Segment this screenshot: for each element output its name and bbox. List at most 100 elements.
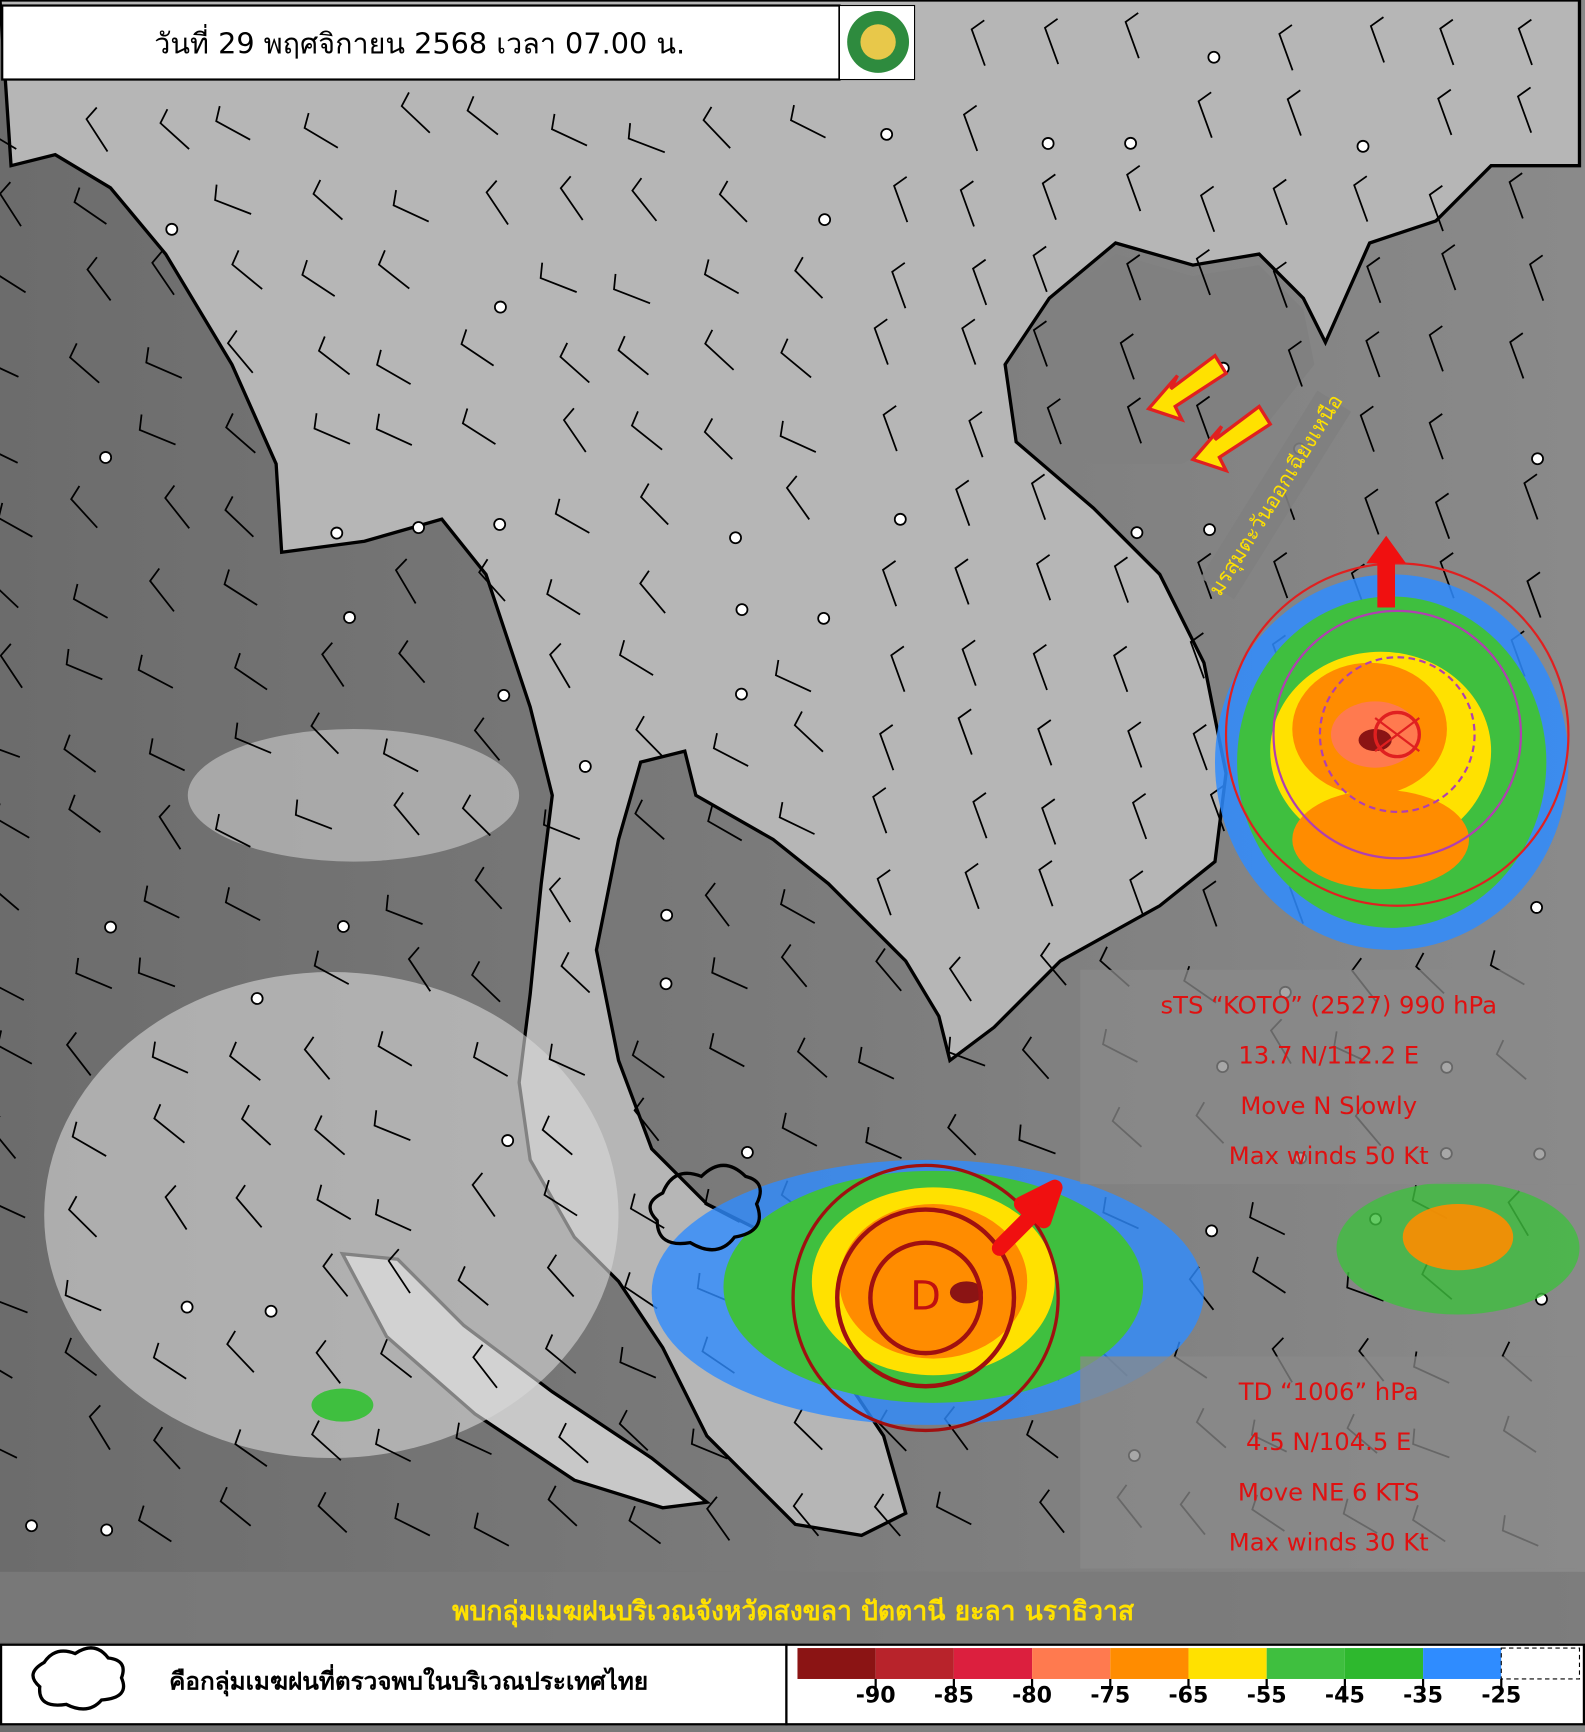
wind-barb — [1129, 870, 1145, 917]
wind-barb — [1202, 880, 1218, 927]
wind-barb — [472, 1344, 498, 1389]
wind-barb — [1192, 724, 1208, 771]
calm-wind — [494, 300, 507, 314]
wind-barb — [1272, 261, 1288, 308]
wind-barb — [893, 176, 909, 223]
wind-barb — [151, 1041, 189, 1074]
wind-barb — [1278, 24, 1294, 71]
scale-segment — [953, 1648, 1033, 1679]
wind-barb — [301, 259, 336, 297]
wind-barb — [541, 1115, 573, 1156]
wind-barb — [955, 479, 971, 526]
wind-barb — [1119, 333, 1135, 380]
calm-wind — [100, 1523, 114, 1537]
wind-barb — [148, 567, 175, 612]
wind-barb — [690, 1428, 728, 1460]
wind-barb — [393, 791, 420, 836]
wind-barb — [785, 475, 810, 520]
wind-barb — [457, 1265, 489, 1306]
wind-barb — [377, 1030, 413, 1067]
wind-barb — [466, 95, 499, 136]
calm-wind — [343, 611, 356, 624]
wind-barb — [554, 498, 590, 534]
wind-barb — [709, 1033, 745, 1068]
wind-barb — [703, 418, 733, 460]
wind-barb — [789, 104, 826, 139]
wind-barb — [394, 1502, 431, 1537]
wind-barb — [858, 1046, 895, 1080]
wind-barb — [67, 1195, 98, 1238]
wind-barb — [145, 347, 183, 379]
wind-barb — [1030, 473, 1047, 520]
wind-barb — [881, 560, 898, 607]
logo — [860, 24, 896, 60]
wind-barb — [962, 104, 979, 152]
wind-barb — [623, 1272, 658, 1310]
wind-barb — [138, 414, 176, 446]
wind-barb — [137, 957, 176, 988]
wind-barb — [935, 1491, 972, 1526]
wind-barb — [0, 1448, 18, 1459]
wind-barb — [376, 349, 412, 385]
wind-barb — [542, 809, 581, 841]
wind-barb — [471, 960, 501, 1003]
wind-barb — [228, 1041, 261, 1081]
wind-barb — [1516, 86, 1533, 134]
legend-left — [0, 1643, 788, 1726]
wind-barb — [1021, 1036, 1050, 1080]
td-info-box — [1080, 1356, 1578, 1569]
wind-barb — [793, 711, 824, 753]
wind-barb — [961, 639, 977, 686]
scale-segment — [1344, 1648, 1424, 1679]
scale-tick-label: -65 — [1169, 1683, 1209, 1709]
wind-barb — [560, 951, 591, 994]
wind-barb — [223, 569, 258, 606]
calm-wind — [1203, 523, 1216, 537]
wind-barb — [65, 648, 103, 681]
wind-barb — [164, 1184, 188, 1230]
wind-barb — [73, 187, 107, 225]
wind-barb — [633, 1097, 660, 1142]
wind-barb — [704, 882, 730, 927]
wind-barb — [312, 179, 343, 221]
wind-barb — [1517, 18, 1533, 66]
wind-barb — [394, 558, 417, 604]
wind-barb — [1365, 331, 1381, 378]
wind-barb — [780, 338, 812, 379]
cloud-mass — [187, 729, 520, 862]
wind-barb — [1197, 552, 1213, 600]
wind-barb — [225, 413, 256, 454]
wind-barb — [1032, 643, 1048, 691]
wind-barb — [234, 1429, 268, 1467]
wind-barb — [959, 180, 975, 227]
wind-barb — [796, 1037, 828, 1078]
wind-barb — [151, 250, 175, 296]
legend-cloud-icon — [31, 1646, 126, 1711]
wind-barb — [471, 1172, 496, 1218]
scale-segment — [1500, 1647, 1581, 1680]
wind-barb — [85, 106, 109, 152]
calm-wind — [1356, 139, 1370, 153]
calm-wind — [25, 1519, 38, 1533]
wind-barb — [559, 342, 590, 384]
wind-barb — [88, 1404, 111, 1451]
wind-barb — [373, 1110, 411, 1141]
wind-barb — [1043, 18, 1060, 65]
scale-tick-label: -55 — [1247, 1683, 1287, 1709]
cloud-mass — [1402, 1204, 1514, 1271]
wind-barb — [1041, 173, 1057, 220]
wind-barb — [635, 715, 665, 758]
scale-segment — [1110, 1648, 1189, 1679]
wind-barb — [630, 411, 663, 451]
scale-segment — [1266, 1648, 1345, 1679]
wind-barb — [947, 1113, 977, 1156]
wind-barb — [0, 748, 21, 758]
wind-barb — [1113, 556, 1129, 603]
wind-barb — [547, 1485, 578, 1527]
wind-barb — [86, 256, 112, 301]
wind-barb — [1508, 172, 1524, 219]
wind-barb — [1359, 405, 1375, 452]
wind-barb — [875, 947, 902, 992]
wind-barb — [711, 957, 748, 990]
